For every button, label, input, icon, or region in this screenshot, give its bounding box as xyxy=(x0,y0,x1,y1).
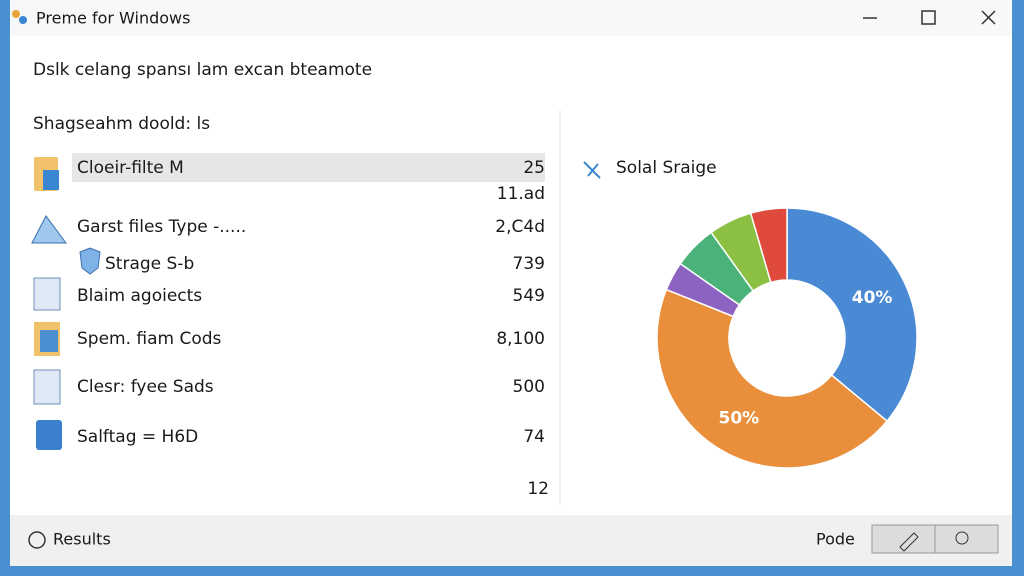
row-value: 500 xyxy=(513,377,545,397)
row-sub-value: 11.ad xyxy=(497,184,545,204)
slice-label: 50% xyxy=(719,409,760,429)
row-label: Strage S-b xyxy=(105,254,194,274)
pode-label: Pode xyxy=(816,530,855,549)
footer-bar xyxy=(10,515,1012,566)
results-icon xyxy=(28,531,46,549)
donut-slice xyxy=(749,207,788,284)
maximize-button[interactable] xyxy=(921,10,936,25)
row-value: 74 xyxy=(523,427,545,447)
list-footer: 12 xyxy=(527,479,549,499)
close-button[interactable] xyxy=(981,10,996,25)
icons xyxy=(31,157,601,450)
row-label: Blaim agoiects xyxy=(77,286,202,306)
row-value: 8,100 xyxy=(496,329,545,349)
row-label: Clesr: fyee Sads xyxy=(77,377,214,397)
page-heading: Dslk celang spansı lam excan bteamote xyxy=(33,60,372,80)
row-value: 25 xyxy=(523,158,545,178)
window-title: Preme for Windows xyxy=(36,9,190,28)
row-highlight xyxy=(72,153,545,182)
chart-title: Solal Sraige xyxy=(616,158,717,178)
donut-slice xyxy=(656,288,889,469)
row-value: 549 xyxy=(513,286,545,306)
pen-icon xyxy=(899,532,919,552)
title-bar xyxy=(10,0,1012,36)
row-value: 2,C4d xyxy=(495,217,545,237)
row-label: Garst files Type -..... xyxy=(77,217,246,237)
list-heading: Shagseahm doold: ls xyxy=(33,114,210,134)
results-label: Results xyxy=(53,530,111,549)
donut-slice xyxy=(786,207,918,423)
app-icon xyxy=(12,10,27,24)
row-label: Salftag = H6D xyxy=(77,427,198,447)
row-label: Cloeir-filte M xyxy=(77,158,184,178)
search-icon xyxy=(955,531,969,545)
row-label: Spem. fiam Cods xyxy=(77,329,222,349)
row-value: 739 xyxy=(513,254,545,274)
slice-label: 40% xyxy=(852,288,893,308)
